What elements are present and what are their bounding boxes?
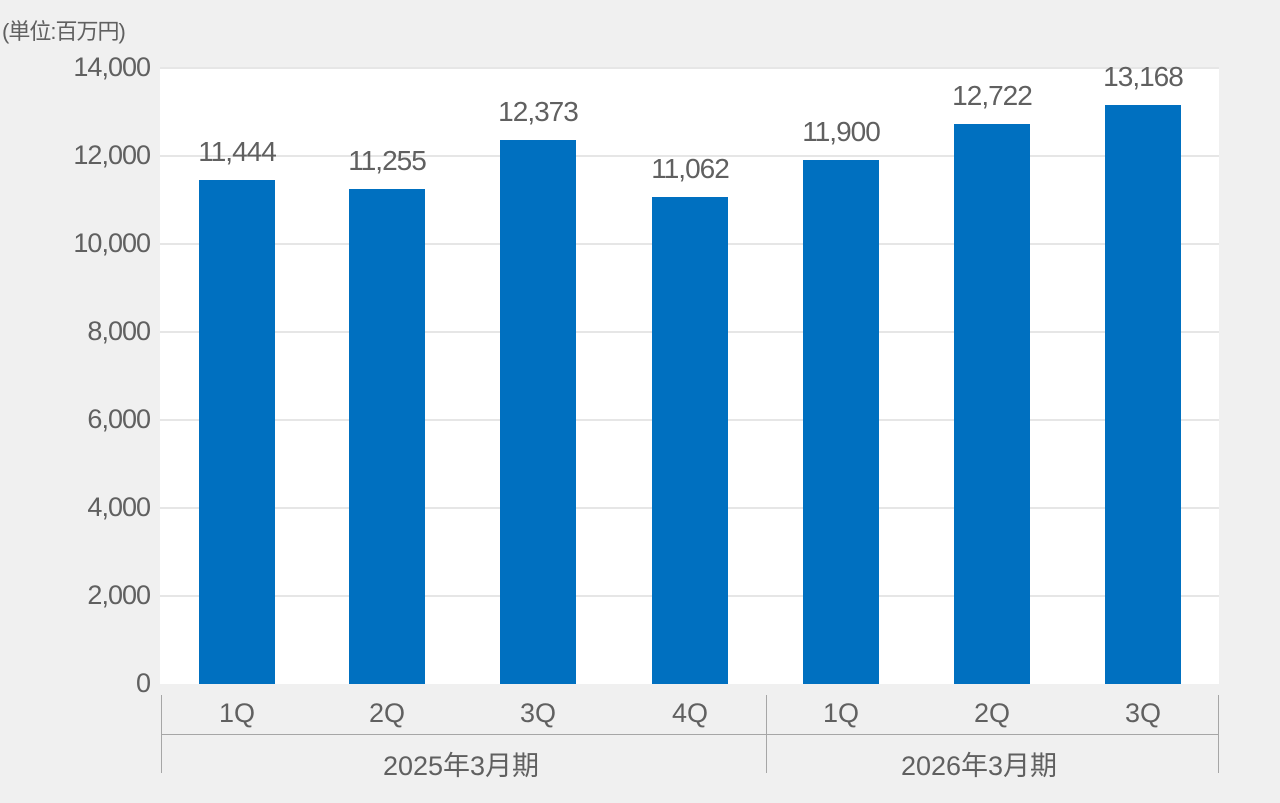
- data-label: 12,373: [498, 95, 579, 127]
- bar: [199, 180, 275, 684]
- data-label: 11,900: [802, 116, 881, 148]
- data-label: 12,722: [952, 80, 1033, 112]
- group-label: 2025年3月期: [382, 751, 540, 781]
- y-tick-label: 0: [135, 668, 151, 698]
- y-tick-label: 12,000: [73, 140, 151, 170]
- data-label: 11,062: [651, 153, 730, 185]
- data-label: 13,168: [1103, 60, 1184, 92]
- x-tick-label: 2Q: [973, 698, 1011, 728]
- bar: [652, 197, 728, 684]
- plot-area: [160, 67, 1219, 684]
- bar: [500, 139, 576, 684]
- x-tick-label: 1Q: [822, 698, 860, 728]
- axis-divider: [161, 734, 1218, 735]
- x-tick-label: 2Q: [368, 698, 406, 728]
- y-tick-label: 6,000: [87, 404, 151, 434]
- y-tick-label: 8,000: [87, 316, 151, 346]
- y-tick-label: 2,000: [87, 580, 151, 610]
- x-tick-label: 3Q: [519, 698, 557, 728]
- bar: [954, 124, 1030, 684]
- bar: [349, 188, 425, 684]
- y-tick-label: 14,000: [73, 52, 151, 82]
- bar: [1105, 104, 1181, 684]
- data-label: 11,444: [198, 136, 277, 168]
- gridline: [160, 155, 1219, 157]
- data-label: 11,255: [348, 144, 427, 176]
- group-label: 2026年3月期: [900, 751, 1058, 781]
- y-tick-label: 4,000: [87, 492, 151, 522]
- x-tick-label: 3Q: [1124, 698, 1162, 728]
- gridline: [160, 67, 1219, 69]
- x-tick-label: 1Q: [218, 698, 256, 728]
- unit-label: (単位:百万円): [2, 19, 126, 44]
- y-tick-label: 10,000: [73, 228, 151, 258]
- bar: [803, 160, 879, 684]
- axis-divider: [1218, 695, 1219, 773]
- x-tick-label: 4Q: [671, 698, 709, 728]
